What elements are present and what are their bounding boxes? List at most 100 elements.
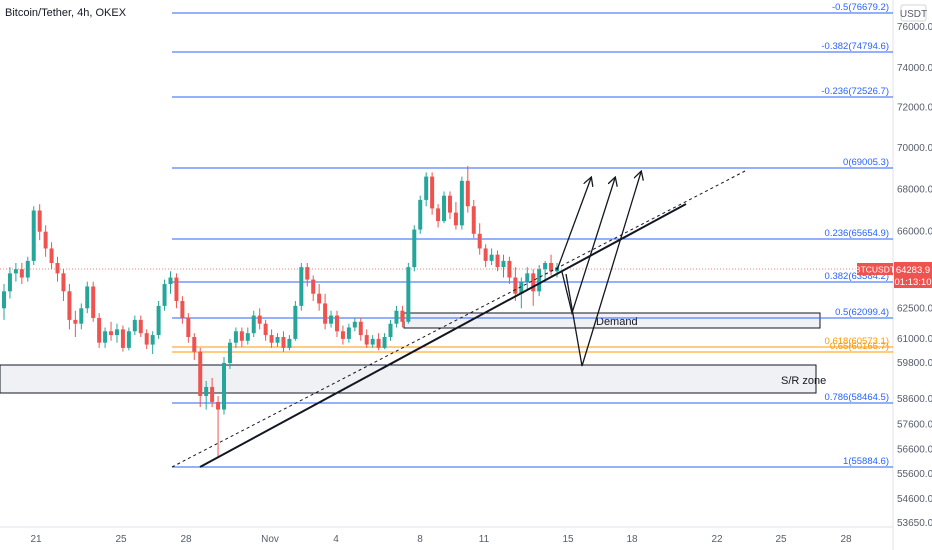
candle-body	[216, 401, 221, 410]
currency-badge[interactable]	[900, 4, 927, 22]
candle-body	[227, 342, 232, 363]
candle-body	[156, 305, 161, 336]
price-axis[interactable]: 76000.0 74000.0 72000.0 70000.0 68000.0 66000…	[897, 22, 932, 529]
candle-body	[168, 277, 173, 285]
candle-body	[501, 260, 506, 268]
candle-body	[507, 260, 512, 278]
candle-body	[305, 267, 310, 280]
candle-body	[334, 315, 339, 332]
candle-body	[186, 317, 191, 337]
time-tick-label: 21	[30, 534, 42, 545]
candle-body	[430, 176, 435, 209]
candle-body	[150, 335, 155, 345]
fib-level-label: 0(69005.3)	[843, 157, 889, 168]
sr-zone-label: S/R zone	[781, 375, 826, 387]
candle-body	[483, 248, 488, 261]
candle-body	[144, 333, 149, 345]
candle-body	[370, 338, 375, 345]
candle-body	[376, 338, 381, 348]
time-tick-label: 25	[115, 534, 127, 545]
candles	[2, 166, 559, 457]
candle-body	[442, 195, 447, 222]
price-tag-bg	[894, 262, 932, 288]
candle-body	[400, 310, 405, 322]
candle-body	[114, 329, 119, 336]
candle-body	[489, 254, 494, 261]
price-tick-label: 72000.0	[897, 103, 932, 114]
candle-body	[495, 254, 500, 268]
candle-body	[79, 308, 84, 324]
candle-body	[317, 293, 322, 304]
candle-body	[43, 231, 48, 249]
price-tick-label: 57600.0	[897, 419, 932, 430]
fib-level-label: 0.5(62099.4)	[835, 307, 889, 318]
price-tick-label: 62500.0	[897, 303, 932, 314]
candle-body	[2, 291, 6, 309]
candle-body	[340, 331, 345, 339]
candle-body	[222, 362, 227, 410]
symbol-tag-bg	[857, 263, 893, 275]
price-tick-label: 66000.0	[897, 227, 932, 238]
time-tick-label: 22	[711, 534, 723, 545]
candle-body	[519, 281, 524, 294]
time-tick-label: 15	[562, 534, 574, 545]
time-tick-label: 11	[479, 534, 490, 545]
candle-body	[180, 301, 185, 318]
price-tick-label: 61000.0	[897, 334, 932, 345]
fib-level-label: -0.5(76679.2)	[832, 2, 889, 13]
candle-body	[447, 195, 452, 213]
candle-body	[323, 303, 328, 324]
candle-body	[471, 206, 476, 234]
fib-level-label: 1(55884.6)	[843, 456, 889, 467]
candle-body	[281, 336, 286, 348]
candle-body	[13, 269, 18, 274]
time-tick-label: 8	[417, 534, 423, 545]
price-tick-label: 59800.0	[897, 358, 932, 369]
candle-body	[245, 333, 250, 341]
candle-body	[210, 386, 215, 402]
price-tick-label: 74000.0	[897, 63, 932, 74]
price-tick-label: 76000.0	[897, 22, 932, 33]
projection-arrow-2[interactable]	[561, 178, 615, 316]
candle-body	[19, 269, 24, 278]
candle-body	[55, 262, 60, 274]
price-tick-label: 68000.0	[897, 184, 932, 195]
projection-arrow-3[interactable]	[565, 172, 641, 367]
candle-body	[31, 210, 36, 261]
candle-body	[459, 180, 464, 226]
time-tick-label: 28	[180, 534, 192, 545]
candle-body	[346, 327, 351, 339]
candle-body	[412, 229, 417, 268]
candle-body	[453, 212, 458, 226]
fib-level-label: 0.382(63584.2)	[825, 271, 889, 282]
time-tick-label: 25	[775, 534, 787, 545]
candle-body	[465, 180, 470, 207]
candle-body	[275, 336, 280, 343]
sr-zone-rect[interactable]	[0, 364, 817, 394]
candle-body	[424, 176, 429, 200]
candle-body	[49, 248, 54, 263]
support-trend-line[interactable]	[199, 203, 687, 468]
candle-body	[120, 329, 125, 348]
candle-body	[103, 331, 108, 343]
candle-body	[109, 331, 114, 336]
candle-body	[97, 317, 102, 343]
candle-body	[269, 335, 274, 343]
candle-body	[85, 286, 90, 309]
candle-body	[251, 315, 256, 334]
fib-level-label: -0.236(72526.7)	[821, 86, 889, 97]
candle-body	[287, 338, 292, 348]
price-tick-label: 55600.0	[897, 469, 932, 480]
fib-level-label: 0.65(60165.7)	[830, 341, 889, 352]
last-price-tag: BTCUSDT 64283.9 01:13:10	[855, 262, 932, 288]
candle-body	[525, 273, 530, 282]
fib-level-label: -0.382(74794.6)	[821, 41, 889, 52]
candle-body	[138, 319, 143, 334]
candle-body	[382, 336, 387, 348]
time-tick-label: 18	[626, 534, 638, 545]
fib-retracement[interactable]: -0.5(76679.2) -0.382(74794.6) -0.236(72526…	[172, 2, 893, 468]
time-axis[interactable]: 21 25 28 Nov 4 8 11 15 18 22 25 28	[30, 534, 852, 545]
projection-arrow-1[interactable]	[556, 178, 591, 271]
demand-zone-label: Demand	[596, 316, 638, 328]
